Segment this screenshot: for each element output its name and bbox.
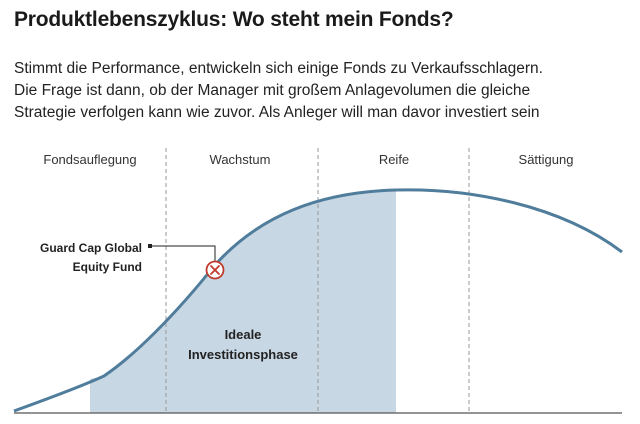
zone-label-line-2: Investitionsphase [188,347,298,362]
ideal-investment-zone [90,190,396,413]
fund-label-line-1: Guard Cap Global [40,241,142,255]
phase-label-saettigung: Sättigung [519,152,574,167]
phase-label-wachstum: Wachstum [210,152,271,167]
phase-label-reife: Reife [379,152,409,167]
intro-line-3: Strategie verfolgen kann wie zuvor. Als … [14,104,540,121]
fund-label-line-2: Equity Fund [73,260,142,274]
callout-leader [152,245,216,261]
intro-line-1: Stimmt die Performance, entwickeln sich … [14,60,543,77]
zone-label-line-1: Ideale [225,327,262,342]
callout-dot [148,244,152,248]
intro-line-2: Die Frage ist dann, ob der Manager mit g… [14,82,531,99]
intro-text: Stimmt die Performance, entwickeln sich … [14,58,626,124]
page-title: Produktlebenszyklus: Wo steht mein Fonds… [14,8,454,31]
phase-label-fondsauflegung: Fondsauflegung [43,152,136,167]
lifecycle-curve [13,188,623,413]
x-circle-icon [205,260,225,280]
